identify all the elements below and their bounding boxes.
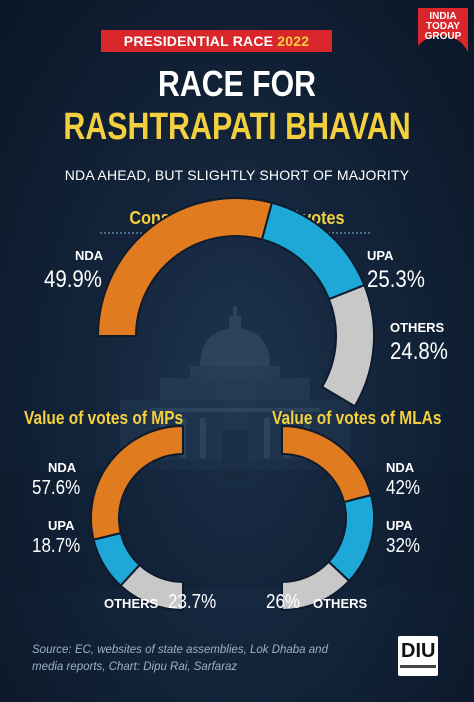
consolidated-others-name: OTHERS <box>390 320 445 335</box>
logo-line-3: GROUP <box>425 31 462 42</box>
title-line-2: RASHTRAPATI BHAVAN <box>63 106 411 148</box>
subtitle: NDA AHEAD, BUT SLIGHTLY SHORT OF MAJORIT… <box>64 167 410 183</box>
mlas-others-value: 26% <box>266 591 301 613</box>
chart1-slice-others <box>119 563 184 612</box>
source-note: Source: EC, websites of state assemblies… <box>32 644 328 673</box>
logo-line-2: TODAY <box>426 21 460 32</box>
mlas-upa-value: 32% <box>386 535 421 557</box>
consolidated-upa-value: 25.3% <box>367 266 425 293</box>
diu-logo-strip <box>400 665 436 668</box>
logo-line-1: INDIA <box>429 11 456 22</box>
title-line-1: RACE FOR <box>158 63 316 104</box>
consolidated-nda-value: 49.9% <box>44 266 102 293</box>
banner-year: 2022 <box>277 33 310 49</box>
mlas-upa-name: UPA <box>386 518 413 533</box>
mps-upa-value: 18.7% <box>32 535 81 557</box>
consolidated-others-value: 24.8% <box>390 338 448 365</box>
mlas-nda-value: 42% <box>386 477 421 499</box>
mps-others-name: OTHERS <box>104 596 159 611</box>
chart0-slice-others <box>320 283 375 408</box>
presidential-race-banner: PRESIDENTIAL RACE 2022 <box>101 30 332 52</box>
consolidated-nda-name: NDA <box>75 248 104 263</box>
consolidated-upa-name: UPA <box>367 248 394 263</box>
diu-logo-text: DIU <box>401 640 436 662</box>
mlas-chart-title: Value of votes of MLAs <box>272 408 442 428</box>
mps-upa-name: UPA <box>48 518 75 533</box>
mps-others-value: 23.7% <box>168 591 217 613</box>
diu-logo: DIU <box>398 636 438 676</box>
chart0-slice-nda <box>96 197 274 337</box>
chart2-slice-others <box>281 560 351 612</box>
mlas-nda-name: NDA <box>386 460 415 475</box>
banner-text: PRESIDENTIAL RACE <box>123 33 274 49</box>
chart0-slice-upa <box>260 201 366 301</box>
mlas-others-name: OTHERS <box>313 596 368 611</box>
india-today-group-logo: INDIA TODAY GROUP <box>418 8 468 52</box>
mps-nda-name: NDA <box>48 460 77 475</box>
mps-nda-value: 57.6% <box>32 477 81 499</box>
mps-chart-title: Value of votes of MPs <box>24 408 184 428</box>
